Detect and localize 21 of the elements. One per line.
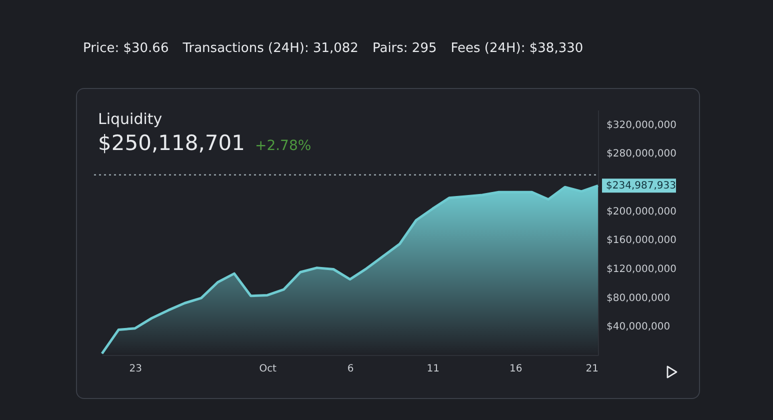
x-tick-label: 11 (426, 364, 440, 374)
x-tick-label: 6 (347, 364, 354, 374)
text: $250,118,701 (98, 131, 245, 155)
text: Price: $30.66 (83, 41, 169, 56)
x-tick-label: 21 (586, 364, 598, 374)
text: Fees (24H): $38,330 (450, 41, 584, 56)
y-tick-label: $200,000,000 (606, 206, 676, 218)
chart-title: Liquidity (98, 110, 162, 128)
y-tick-label: $80,000,000 (606, 292, 670, 304)
x-tick-label: 23 (129, 364, 142, 374)
x-tick-label: Oct (259, 364, 277, 374)
y-tick-label: $320,000,000 (606, 120, 676, 131)
y-tick-label: $280,000,000 (606, 148, 676, 160)
y-tick-label: $120,000,000 (606, 264, 676, 276)
annotation: $234,987,933 (606, 180, 676, 192)
text: Pairs: 295 (372, 41, 437, 56)
text: Transactions (24H): 31,082 (182, 41, 358, 56)
x-tick-label: 16 (509, 364, 522, 374)
annotation: +2.78% (254, 138, 312, 154)
y-tick-label: $40,000,000 (606, 322, 670, 333)
y-tick-label: $160,000,000 (606, 235, 676, 246)
